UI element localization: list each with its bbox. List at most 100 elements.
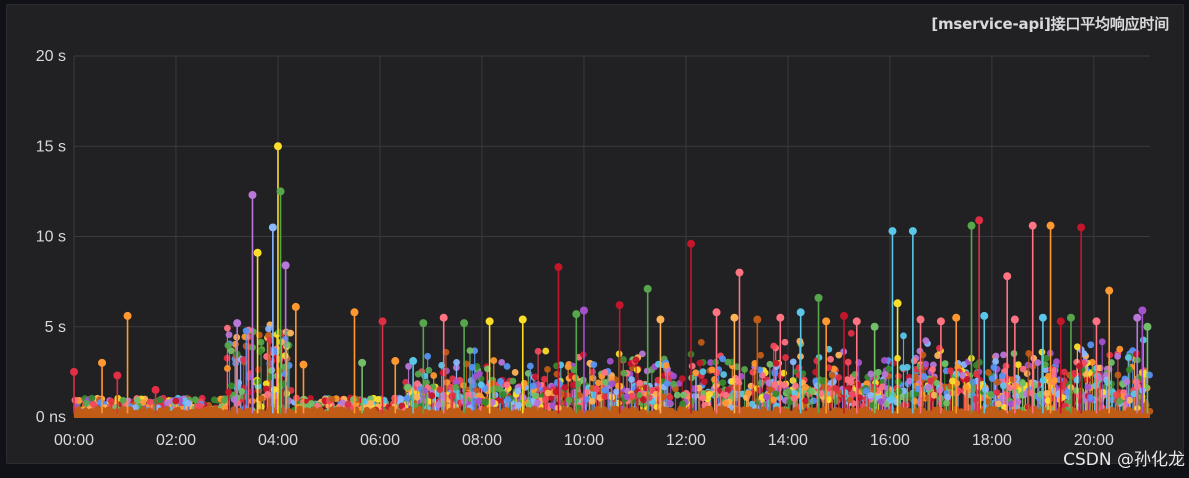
data-point	[532, 392, 540, 400]
data-point	[771, 381, 779, 388]
data-point	[613, 388, 620, 396]
data-point	[520, 379, 528, 387]
data-point	[745, 389, 752, 397]
data-point	[498, 359, 506, 366]
baseline-point	[317, 406, 324, 414]
data-point	[1001, 404, 1008, 411]
data-point	[734, 384, 742, 392]
spike-point	[123, 311, 132, 320]
spike-point	[281, 261, 290, 270]
baseline-point	[465, 407, 472, 414]
data-point	[601, 378, 609, 386]
baseline-point	[192, 408, 199, 415]
spike-point	[967, 221, 976, 230]
spike-point	[579, 306, 588, 315]
data-point	[1112, 391, 1120, 399]
data-point	[922, 337, 930, 345]
data-point	[673, 391, 681, 399]
data-point	[770, 342, 778, 350]
data-point	[854, 381, 862, 389]
baseline-point	[1012, 409, 1020, 416]
spike-point	[1028, 221, 1037, 230]
baseline-point	[370, 407, 378, 414]
baseline-point	[706, 405, 714, 413]
data-point	[678, 375, 686, 383]
baseline-point	[206, 409, 213, 416]
spike-point	[248, 190, 257, 199]
data-point	[867, 370, 875, 378]
data-point	[263, 353, 271, 360]
spike-point	[735, 268, 744, 277]
data-point	[695, 384, 703, 392]
data-point	[1034, 359, 1042, 367]
data-point	[1038, 348, 1046, 356]
data-point	[227, 382, 235, 390]
data-point	[700, 378, 708, 386]
data-point	[782, 354, 789, 361]
baseline-point	[424, 410, 431, 417]
baseline-point	[895, 406, 902, 413]
data-point	[1006, 384, 1014, 392]
data-point	[481, 398, 488, 406]
baseline-point	[884, 409, 892, 416]
baseline-point	[677, 406, 684, 413]
baseline-point	[1058, 408, 1066, 415]
spike-point	[822, 317, 831, 326]
data-point	[772, 359, 780, 367]
data-point	[635, 391, 643, 399]
baseline-point	[163, 405, 171, 413]
data-point	[1007, 400, 1015, 408]
data-point	[670, 380, 677, 388]
data-point	[757, 379, 765, 387]
data-point	[1087, 341, 1095, 349]
x-tick-label: 20:00	[1074, 432, 1114, 449]
baseline-point	[524, 406, 532, 414]
data-point	[468, 391, 475, 399]
data-point	[880, 357, 888, 364]
data-point	[888, 395, 895, 402]
data-point	[1042, 354, 1050, 362]
data-point	[592, 385, 600, 393]
data-point	[242, 327, 250, 335]
data-point	[619, 355, 627, 363]
data-point	[771, 369, 779, 377]
data-point	[477, 381, 485, 389]
spike-point	[409, 357, 418, 366]
baseline-point	[121, 406, 128, 413]
spike-point	[1003, 272, 1012, 281]
data-point	[882, 400, 890, 408]
spike-point	[870, 322, 879, 331]
data-point	[414, 370, 422, 378]
baseline-point	[561, 406, 568, 413]
spike-point	[753, 315, 762, 324]
data-point	[500, 391, 507, 398]
data-point	[1098, 338, 1106, 346]
baseline-point	[429, 409, 436, 416]
spike-point	[98, 358, 107, 367]
baseline-point	[864, 408, 871, 416]
data-point	[973, 370, 980, 378]
baseline-point	[333, 406, 341, 413]
data-point	[1051, 367, 1059, 374]
baseline-point	[999, 409, 1006, 416]
data-point	[448, 393, 456, 400]
spike-point	[952, 313, 961, 322]
data-point	[692, 369, 700, 377]
baseline-point	[447, 407, 454, 414]
data-point	[224, 324, 231, 332]
y-tick-label: 0 ns	[36, 409, 66, 426]
data-point	[990, 363, 998, 371]
x-tick-label: 12:00	[666, 432, 706, 449]
data-point	[802, 383, 809, 391]
data-point	[944, 393, 951, 401]
baseline-point	[639, 408, 647, 416]
baseline-point	[792, 406, 799, 414]
data-point	[1116, 345, 1124, 353]
data-point	[119, 396, 127, 404]
baseline-point	[600, 407, 607, 414]
data-point	[572, 374, 579, 382]
data-point	[867, 391, 875, 399]
data-point	[998, 394, 1006, 402]
baseline-point	[879, 409, 887, 416]
